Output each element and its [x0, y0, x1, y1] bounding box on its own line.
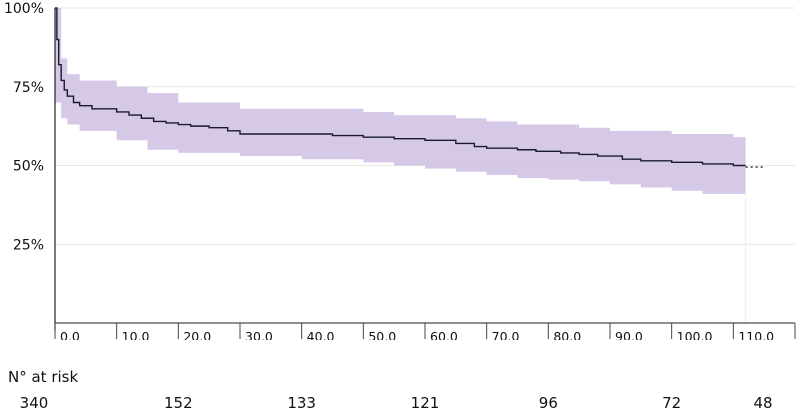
y-tick-labels: 25% 50% 75% 100%: [4, 1, 44, 253]
at-risk-value: 152: [164, 394, 193, 412]
at-risk-value: 48: [753, 394, 773, 412]
at-risk-value: 96: [538, 394, 558, 412]
x-tick-label: 110,0: [738, 329, 774, 340]
axes: [54, 8, 796, 339]
x-tick-label: 90,0: [615, 329, 643, 340]
x-tick-label: 0,0: [60, 329, 80, 340]
x-tick-label: 50,0: [368, 329, 396, 340]
confidence-band-layer: [55, 8, 746, 194]
x-tick-label: 60,0: [430, 329, 458, 340]
at-risk-value: 133: [287, 394, 316, 412]
x-tick-label: 20,0: [183, 329, 211, 340]
confidence-band: [55, 8, 746, 194]
survival-line-layer: [55, 7, 765, 168]
y-tick-label: 75%: [13, 80, 44, 96]
x-tick-label: 70,0: [492, 329, 520, 340]
at-risk-value: 340: [19, 394, 49, 412]
at-risk-title: N° at risk: [8, 368, 79, 386]
at-risk-value: 72: [662, 394, 682, 412]
at-risk-value: 121: [410, 394, 440, 412]
x-tick-label: 40,0: [307, 329, 335, 340]
survival-chart: 25% 50% 75% 100% 0,0 10,0 20,0 30,0 40,0 50,0 60,…: [4, 1, 796, 340]
survival-curve: [55, 7, 746, 167]
y-tick-label: 100%: [4, 1, 44, 17]
x-tick-label: 30,0: [245, 329, 273, 340]
y-tick-label: 25%: [13, 237, 44, 253]
x-tick-label: 10,0: [122, 329, 150, 340]
x-tick-label: 80,0: [553, 329, 581, 340]
y-tick-label: 50%: [13, 159, 44, 175]
x-tick-label: 100,0: [677, 329, 713, 340]
x-tick-labels: 0,0 10,0 20,0 30,0 40,0 50,0 60,0 70,0 80,0 90,0 1…: [60, 329, 774, 340]
